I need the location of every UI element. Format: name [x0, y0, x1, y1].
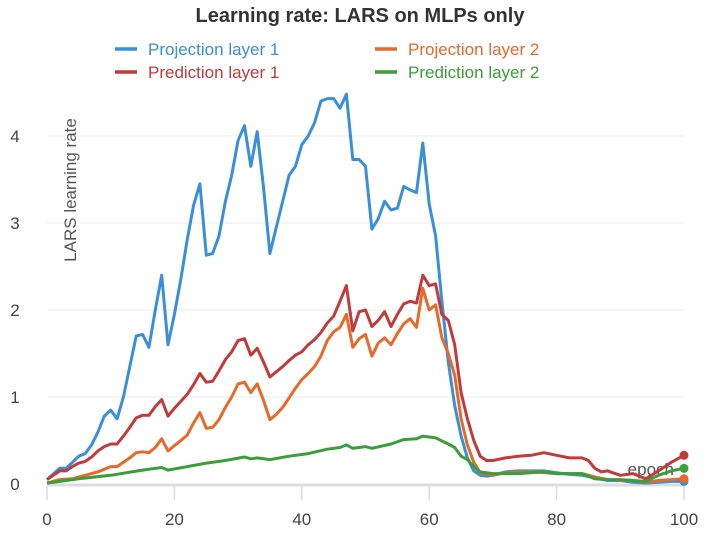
legend-entry: Prediction layer 2	[408, 63, 539, 82]
y-tick-label: 3	[10, 214, 19, 233]
series-line	[46, 286, 685, 485]
x-axis-ticks: 0 20 40 60 80 100	[42, 486, 698, 529]
y-tick-label: 1	[10, 388, 19, 407]
legend-entry: Projection layer 2	[408, 40, 539, 59]
x-tick-label: 20	[165, 510, 184, 529]
series-end-point	[679, 463, 689, 473]
y-tick-label: 0	[10, 475, 19, 494]
x-tick-label: 60	[420, 510, 439, 529]
y-axis-ticks: 0 1 2 3 4	[10, 127, 19, 494]
y-tick-label: 4	[10, 127, 19, 146]
y-tick-label: 2	[10, 301, 19, 320]
series-end-point	[679, 450, 689, 460]
legend-entry: Projection layer 1	[148, 40, 279, 59]
series-end-point	[679, 474, 689, 484]
x-tick-label: 0	[42, 510, 51, 529]
x-tick-label: 40	[292, 510, 311, 529]
x-tick-label: 80	[547, 510, 566, 529]
legend-entry: Prediction layer 1	[148, 63, 279, 82]
series-lines	[46, 92, 689, 486]
series-line	[46, 273, 685, 481]
series-line	[46, 434, 685, 485]
chart-title: Learning rate: LARS on MLPs only	[196, 5, 526, 27]
x-tick-label: 100	[670, 510, 698, 529]
series-line	[46, 92, 684, 485]
y-axis-label: LARS learning rate	[61, 118, 80, 262]
legend: Projection layer 1 Prediction layer 1 Proj…	[115, 40, 539, 82]
